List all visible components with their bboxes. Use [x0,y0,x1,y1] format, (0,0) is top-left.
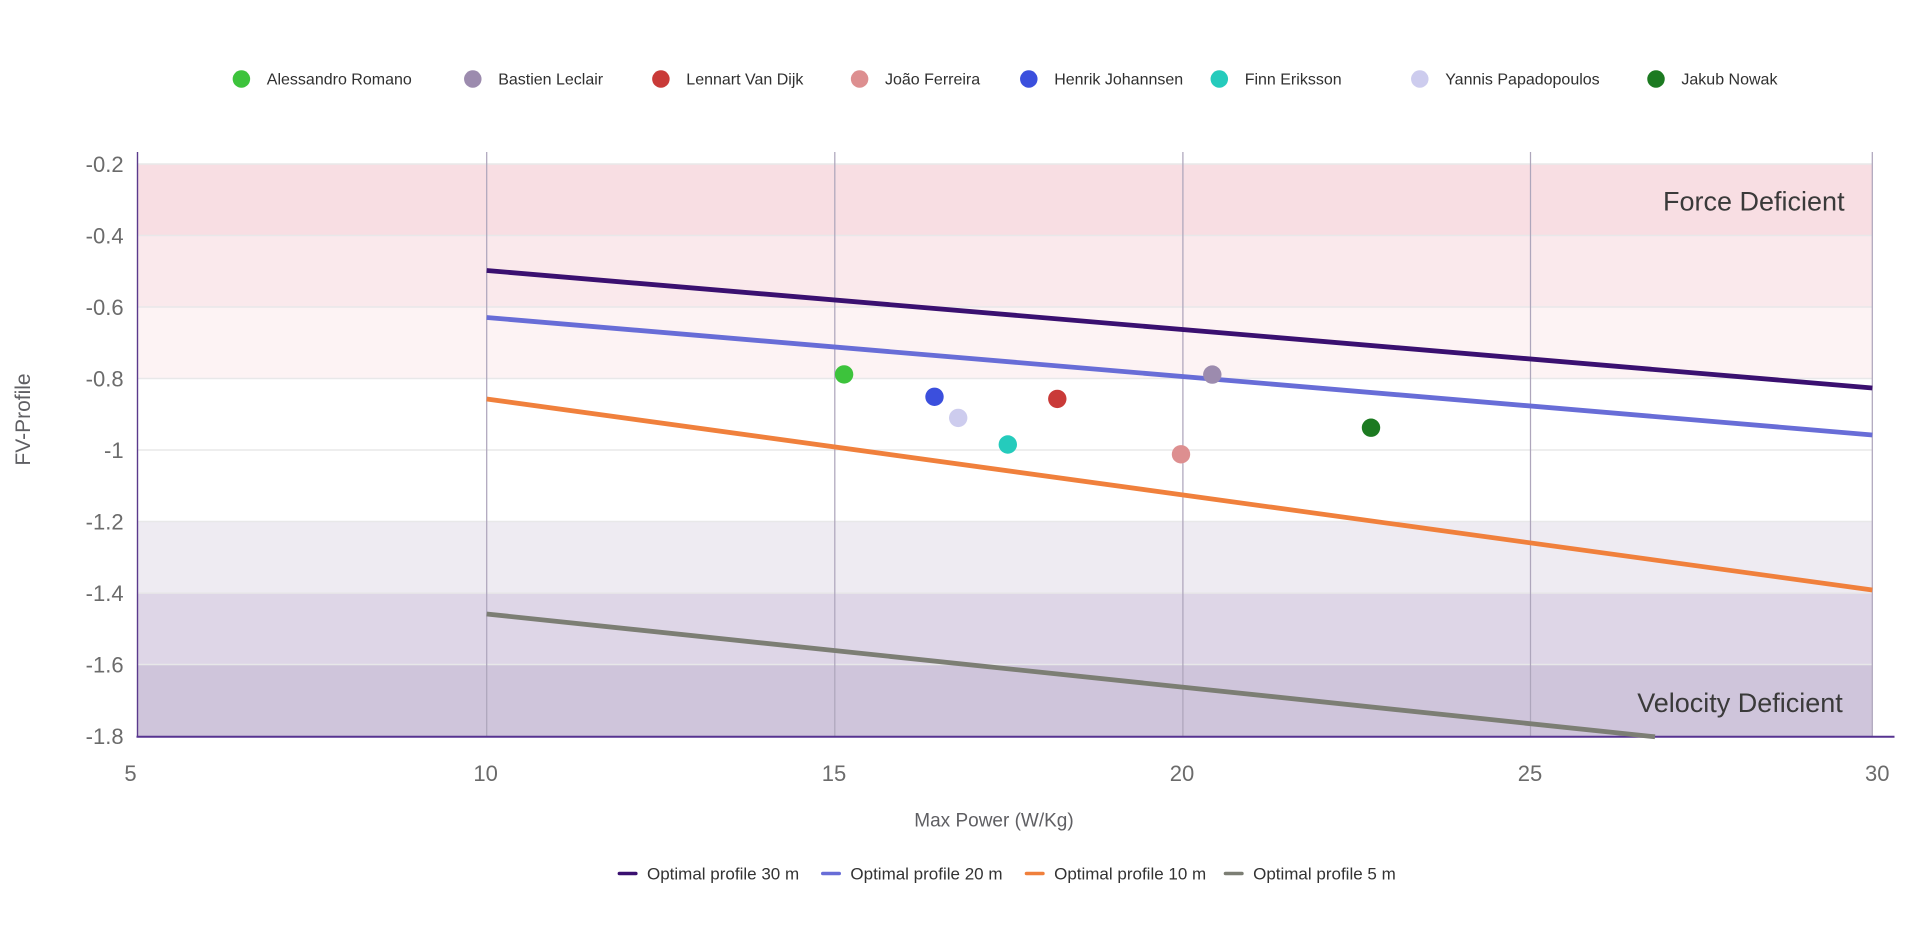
svg-text:Optimal profile 5 m: Optimal profile 5 m [1253,865,1396,884]
svg-text:Jakub Nowak: Jakub Nowak [1681,72,1778,89]
svg-text:15: 15 [822,761,846,786]
svg-text:-0.8: -0.8 [86,366,124,391]
svg-text:Lennart Van Dijk: Lennart Van Dijk [686,72,804,89]
svg-text:FV-Profile: FV-Profile [12,373,35,465]
svg-text:-0.4: -0.4 [86,223,124,248]
svg-text:Max Power (W/Kg): Max Power (W/Kg) [914,811,1073,832]
svg-text:30: 30 [1865,761,1889,786]
svg-text:-0.6: -0.6 [86,295,124,320]
svg-text:Velocity Deficient: Velocity Deficient [1637,688,1843,718]
svg-text:-1.4: -1.4 [86,581,124,606]
svg-text:-1.8: -1.8 [86,724,124,749]
svg-text:10: 10 [473,761,497,786]
svg-text:João Ferreira: João Ferreira [885,72,980,89]
svg-text:-0.2: -0.2 [86,152,124,177]
svg-text:-1: -1 [104,438,124,463]
svg-text:5: 5 [124,761,136,786]
svg-text:-1.2: -1.2 [86,509,124,534]
svg-text:Optimal profile 20 m: Optimal profile 20 m [850,865,1002,884]
svg-text:Henrik Johannsen: Henrik Johannsen [1054,72,1183,89]
svg-text:Yannis Papadopoulos: Yannis Papadopoulos [1445,72,1600,89]
svg-text:Finn Eriksson: Finn Eriksson [1245,72,1342,89]
svg-text:Optimal profile 30 m: Optimal profile 30 m [647,865,799,884]
svg-text:-1.6: -1.6 [86,652,124,677]
svg-text:Alessandro Romano: Alessandro Romano [267,72,412,89]
svg-text:Optimal profile 10 m: Optimal profile 10 m [1054,865,1206,884]
svg-text:25: 25 [1518,761,1542,786]
svg-text:Force Deficient: Force Deficient [1663,187,1845,217]
svg-text:20: 20 [1170,761,1194,786]
svg-text:Bastien Leclair: Bastien Leclair [498,72,604,89]
